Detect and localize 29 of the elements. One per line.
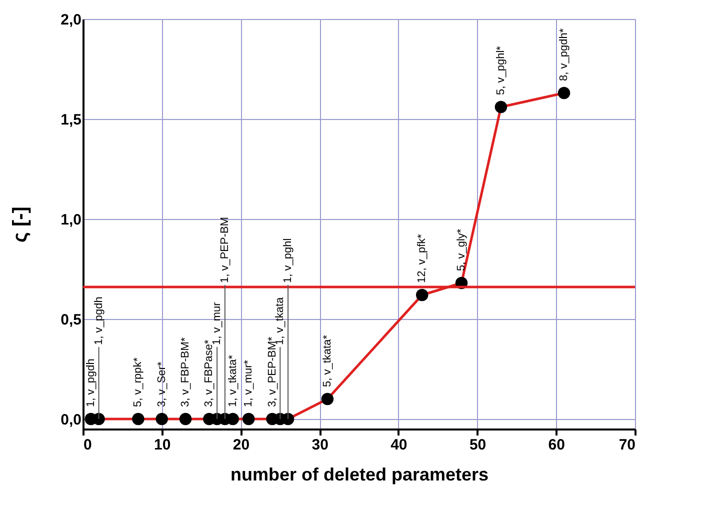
- x-tick-label: 10: [154, 436, 171, 454]
- annotation: 1, v_mur*: [242, 359, 255, 407]
- annotation: 3, v_FBP-BM*: [180, 336, 192, 407]
- x-tick-label: 70: [618, 436, 636, 454]
- y-tick-label: 2,0: [60, 12, 82, 28]
- annotation: 1, v_PEP-BM: [218, 216, 231, 283]
- x-axis-title: number of deleted parameters: [230, 464, 489, 484]
- y-tick-label: 0,0: [60, 412, 82, 428]
- annotation: 1, v_pghl: [282, 238, 294, 283]
- annotation: 1, v_pgdh: [84, 358, 97, 407]
- x-tick-label: 0: [84, 436, 92, 454]
- x-tick-label: 30: [312, 436, 328, 454]
- x-tick-label: 50: [469, 436, 486, 454]
- annotation: 5, v_tkata*: [321, 334, 334, 387]
- x-tick-label: 20: [232, 436, 250, 454]
- y-tick-label: 0,5: [60, 312, 82, 328]
- annotation: 5, v_pghl*: [494, 45, 507, 95]
- x-tick-label: 40: [390, 436, 408, 454]
- x-tick-label: 60: [548, 436, 565, 454]
- y-tick-label: 1,5: [60, 112, 82, 128]
- annotation: 1, v_pgdh: [92, 296, 105, 345]
- annotation: 5, v_gly*: [456, 228, 468, 271]
- annotation: 5, v_rppk*: [132, 356, 144, 407]
- annotation: 12, v_pfk*: [416, 233, 428, 283]
- y-tick-label: 1,0: [60, 212, 82, 228]
- y-axis-title: ς [-]: [10, 206, 32, 242]
- annotation: 8, v_pgdh*: [558, 28, 570, 81]
- annotation: 3, v_Ser*: [156, 361, 168, 407]
- annotation: 1, v_tkata*: [226, 354, 239, 407]
